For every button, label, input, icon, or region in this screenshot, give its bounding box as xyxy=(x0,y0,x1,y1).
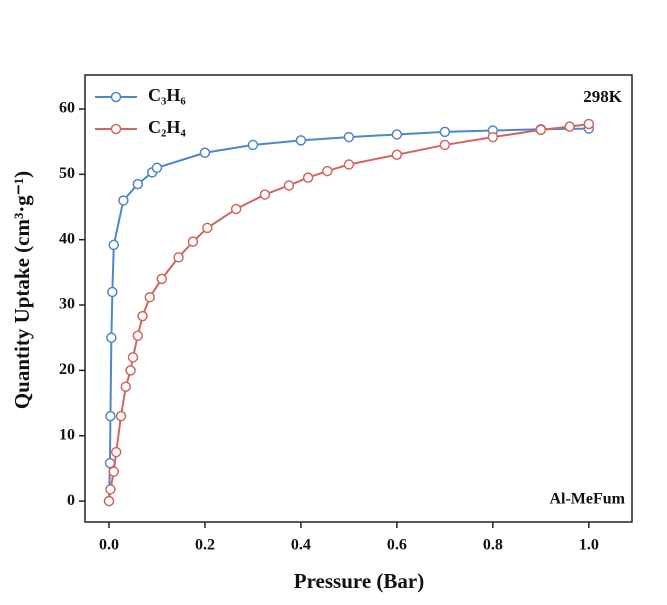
point xyxy=(125,365,136,376)
point xyxy=(108,466,120,477)
x-axis-label: Pressure (Bar) xyxy=(294,569,424,593)
point xyxy=(103,495,115,507)
point xyxy=(173,252,184,263)
point xyxy=(118,195,129,206)
point xyxy=(132,178,144,190)
point xyxy=(247,139,259,151)
point xyxy=(104,457,116,469)
point xyxy=(439,139,451,151)
point xyxy=(439,126,451,138)
point xyxy=(151,162,163,174)
y-axis-label: Quantity Uptake (cm³·g⁻¹) xyxy=(10,171,34,409)
point xyxy=(343,159,355,170)
point xyxy=(137,310,148,322)
y-tick-label: 10 xyxy=(59,426,75,443)
point xyxy=(487,131,499,143)
point xyxy=(322,165,333,177)
legend-marker xyxy=(110,91,122,103)
series-line xyxy=(107,123,589,502)
point xyxy=(144,291,156,303)
point xyxy=(259,189,271,200)
annotation: 298K xyxy=(583,87,623,106)
point xyxy=(105,484,116,495)
plot-frame xyxy=(84,74,633,523)
point xyxy=(120,381,132,392)
point xyxy=(302,172,314,183)
y-tick-label: 50 xyxy=(59,165,75,182)
y-tick-label: 40 xyxy=(59,230,75,247)
legend-label: C₃H₆ xyxy=(148,85,186,105)
point xyxy=(127,352,139,363)
legend-marker xyxy=(110,123,122,135)
point xyxy=(107,286,118,298)
x-tick-label: 0.0 xyxy=(99,537,119,554)
y-tick-label: 60 xyxy=(59,100,75,117)
y-tick-label: 20 xyxy=(59,361,75,378)
point xyxy=(230,203,242,215)
series-line xyxy=(107,127,589,502)
point xyxy=(391,129,403,140)
point xyxy=(199,147,211,159)
point xyxy=(132,330,144,341)
y-tick-label: 0 xyxy=(67,492,75,509)
point xyxy=(283,180,295,191)
point xyxy=(105,410,116,422)
point xyxy=(115,410,127,422)
point xyxy=(106,332,117,343)
point xyxy=(156,273,168,285)
x-tick-label: 0.6 xyxy=(387,537,407,554)
legend-label: C₂H₄ xyxy=(148,117,186,137)
point xyxy=(583,118,595,130)
point xyxy=(202,222,213,234)
annotation: Al-MeFum xyxy=(549,491,625,508)
point xyxy=(535,124,547,136)
point xyxy=(110,446,122,458)
point xyxy=(295,135,307,146)
x-tick-label: 0.8 xyxy=(483,537,503,554)
point xyxy=(187,236,199,247)
x-tick-label: 0.4 xyxy=(291,537,311,554)
point xyxy=(108,239,120,251)
point xyxy=(391,149,403,160)
x-tick-label: 1.0 xyxy=(579,537,599,554)
y-tick-label: 30 xyxy=(59,296,75,313)
x-tick-label: 0.2 xyxy=(195,537,215,554)
point xyxy=(343,131,355,143)
point xyxy=(564,121,575,132)
